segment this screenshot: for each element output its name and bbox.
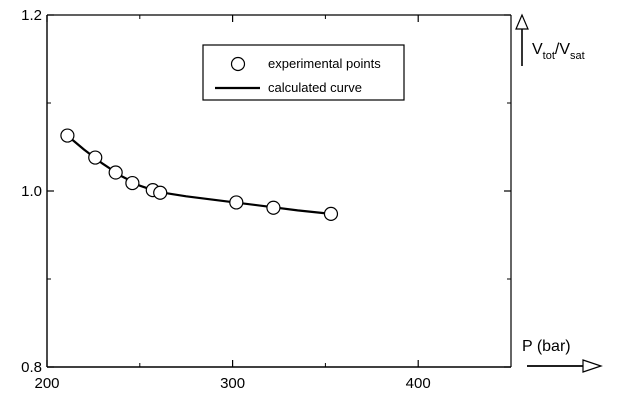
series-layer [60, 128, 339, 221]
experimental-point [88, 150, 103, 165]
y-axis-label: Vtot/Vsat [532, 41, 585, 62]
y-tick-label: 1.2 [21, 7, 42, 24]
tick-labels: 200 300 400 0.8 1.0 1.2 [21, 7, 431, 392]
experimental-point [266, 200, 281, 215]
legend-label-calculated: calculated curve [268, 80, 362, 95]
x-arrow-head-icon [582, 359, 603, 373]
experimental-point [60, 128, 75, 143]
legend: experimental points calculated curve [202, 44, 405, 101]
experimental-point [153, 185, 168, 200]
x-tick-label: 200 [34, 375, 59, 392]
y-tick-label: 1.0 [21, 183, 42, 200]
x-axis-title: P (bar) [522, 338, 603, 373]
y-tick-label: 0.8 [21, 359, 42, 376]
calculated-curve-line [66, 134, 332, 215]
x-tick-label: 400 [406, 375, 431, 392]
x-tick-label: 300 [220, 375, 245, 392]
y-axis-title: Vtot/Vsat [515, 13, 585, 66]
experimental-point [125, 175, 140, 191]
legend-marker-icon [230, 56, 246, 72]
legend-box [202, 44, 405, 101]
y-arrow-head-icon [515, 13, 529, 30]
experimental-point [229, 195, 244, 210]
experimental-point [323, 206, 339, 221]
x-axis-label: P (bar) [522, 338, 571, 355]
legend-label-experimental: experimental points [268, 56, 381, 71]
experimental-point [108, 165, 123, 180]
tick-marks [46, 14, 511, 368]
